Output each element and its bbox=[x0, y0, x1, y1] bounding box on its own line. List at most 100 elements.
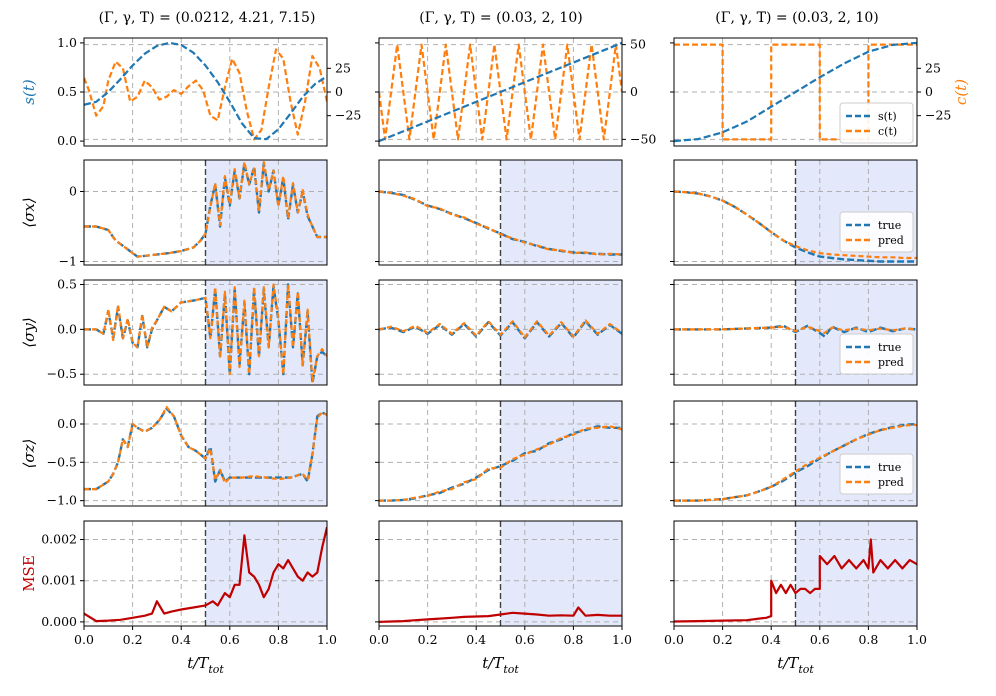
x-tick-label: 0.6 bbox=[810, 632, 830, 647]
legend-sigma-x-box bbox=[839, 211, 914, 253]
y-tick-label: 0.000 bbox=[41, 614, 77, 629]
x-tick-label: 0.6 bbox=[220, 632, 240, 647]
row-label-5: MSE bbox=[20, 555, 38, 592]
x-axis-label: t/Ttot bbox=[482, 654, 519, 676]
test-region-shade bbox=[500, 280, 622, 385]
y2-tick-label: 0 bbox=[630, 84, 638, 99]
panel-control-col2: −50 0 50 bbox=[375, 37, 656, 147]
series-group bbox=[379, 319, 622, 340]
right-axis-label: c(t) bbox=[952, 79, 970, 105]
x-axis-label: t/Ttot bbox=[187, 654, 224, 676]
mse-line bbox=[84, 526, 327, 623]
panel-frame bbox=[673, 159, 918, 266]
sigma_y-pred-line bbox=[84, 283, 327, 383]
x-axis-label-main: t/T bbox=[482, 654, 504, 672]
panel-mse-col3: 0.0 0.2 0.4 0.6 0.8 1.0 bbox=[664, 520, 927, 647]
series-group bbox=[84, 406, 327, 491]
test-region-shade bbox=[500, 160, 622, 265]
panel-frame bbox=[378, 400, 623, 507]
legend-sigma-y-label: true bbox=[878, 341, 901, 354]
panel-control-col3: −25 0 25 bbox=[670, 37, 951, 147]
row-label-2: ⟨σx⟩ bbox=[20, 197, 38, 227]
series-group bbox=[379, 190, 622, 256]
panel-frame bbox=[673, 279, 918, 386]
x-axis-label-sub: tot bbox=[503, 663, 519, 676]
panel-mse-col2: 0.0 0.2 0.4 0.6 0.8 1.0 bbox=[369, 520, 632, 647]
panel-frame bbox=[83, 279, 328, 386]
legend-control: s(t) c(t) bbox=[839, 102, 914, 144]
test-region-shade bbox=[795, 521, 917, 626]
y2-tick-label: 25 bbox=[335, 60, 351, 75]
panel-frame bbox=[673, 520, 918, 627]
x-tick-label: 0.2 bbox=[123, 632, 143, 647]
series-group bbox=[379, 425, 622, 502]
row-label-4: ⟨σz⟩ bbox=[20, 439, 38, 469]
y-tick-label: 0.0 bbox=[57, 416, 77, 431]
sigma_y-true-line bbox=[674, 324, 917, 338]
y2-tick-label: 0 bbox=[335, 84, 343, 99]
panel-sigma_y-col1: −0.5 0.0 0.5 bbox=[47, 276, 328, 386]
x-axis-label-main: t/T bbox=[777, 654, 799, 672]
panel-sigma_x-col1: −1 0 bbox=[59, 159, 328, 269]
panel-frame bbox=[83, 159, 328, 266]
x-axis-label-sub: tot bbox=[208, 663, 224, 676]
y2-tick-label: −25 bbox=[925, 108, 951, 123]
test-region-shade bbox=[500, 521, 622, 626]
x-tick-label: 0.0 bbox=[369, 632, 389, 647]
y-tick-label: 0.5 bbox=[57, 84, 77, 99]
sigma_y-pred-line bbox=[379, 319, 622, 339]
panel-mse-col1: 0.000 0.001 0.002 0.0 0.2 0.4 0.6 0.8 1.0 bbox=[41, 520, 337, 647]
row-label-1: s(t) bbox=[20, 79, 38, 105]
legend-sigma-z-box bbox=[839, 453, 914, 495]
x-tick-label: 0.8 bbox=[268, 632, 288, 647]
legend-sigma-z-label: true bbox=[878, 461, 901, 474]
x-tick-label: 0.0 bbox=[664, 632, 684, 647]
legend-sigma-y-label: pred bbox=[878, 356, 904, 369]
column-title-1: (Γ, γ, T) = (0.0212, 4.21, 7.15) bbox=[99, 10, 316, 26]
legend-control-label: c(t) bbox=[878, 125, 897, 138]
y2-tick-label: 25 bbox=[925, 60, 941, 75]
x-tick-label: 0.4 bbox=[466, 632, 486, 647]
series-group bbox=[674, 190, 917, 263]
y-tick-label: −1 bbox=[59, 254, 77, 269]
panel-frame bbox=[378, 159, 623, 266]
y-tick-label: 0.5 bbox=[57, 276, 77, 291]
panel-sigma_x-col2 bbox=[375, 159, 623, 266]
x-axis-label-sub: tot bbox=[798, 663, 814, 676]
y2-tick-label: 50 bbox=[630, 37, 646, 52]
y-tick-label: 0.002 bbox=[41, 532, 77, 547]
column-titles: (Γ, γ, T) = (0.0212, 4.21, 7.15) (Γ, γ, … bbox=[99, 10, 879, 26]
series-group bbox=[84, 161, 327, 258]
x-tick-label: 0.2 bbox=[713, 632, 733, 647]
column-title-2: (Γ, γ, T) = (0.03, 2, 10) bbox=[419, 10, 582, 26]
legend-control-label: s(t) bbox=[878, 110, 897, 123]
y2-tick-label: −25 bbox=[335, 108, 361, 123]
sigma_x-pred-line bbox=[379, 190, 622, 256]
series-group bbox=[84, 41, 327, 141]
row-label-3: ⟨σy⟩ bbox=[20, 317, 38, 347]
panel-sigma_y-col2 bbox=[375, 279, 623, 386]
control-c-line bbox=[674, 43, 917, 141]
y-tick-label: 0 bbox=[69, 184, 77, 199]
legend-control-box bbox=[839, 102, 914, 144]
y-tick-label: −0.5 bbox=[47, 366, 77, 381]
y-tick-label: 0.001 bbox=[41, 573, 77, 588]
y-tick-label: −0.5 bbox=[47, 454, 77, 469]
series-group bbox=[674, 41, 917, 143]
panel-frame bbox=[378, 520, 623, 627]
legend-sigma-x-label: pred bbox=[878, 234, 904, 247]
x-axis-label-main: t/T bbox=[187, 654, 209, 672]
panel-sigma_z-col1: −1.0 −0.5 0.0 bbox=[47, 400, 328, 508]
x-tick-label: 0.4 bbox=[171, 632, 191, 647]
panel-frame bbox=[83, 520, 328, 627]
x-tick-label: 0.4 bbox=[761, 632, 781, 647]
test-region-shade bbox=[205, 401, 327, 506]
control-c-line bbox=[84, 48, 327, 141]
sigma_x-pred-line bbox=[674, 190, 917, 260]
panel-control-col1: 0.0 0.5 1.0 −25 0 25 bbox=[57, 35, 361, 148]
x-tick-label: 0.6 bbox=[515, 632, 535, 647]
sigma_z-pred-line bbox=[84, 406, 327, 491]
sigma_x-pred-line bbox=[84, 161, 327, 258]
panel-frame bbox=[378, 279, 623, 386]
sigma_z-pred-line bbox=[379, 425, 622, 502]
